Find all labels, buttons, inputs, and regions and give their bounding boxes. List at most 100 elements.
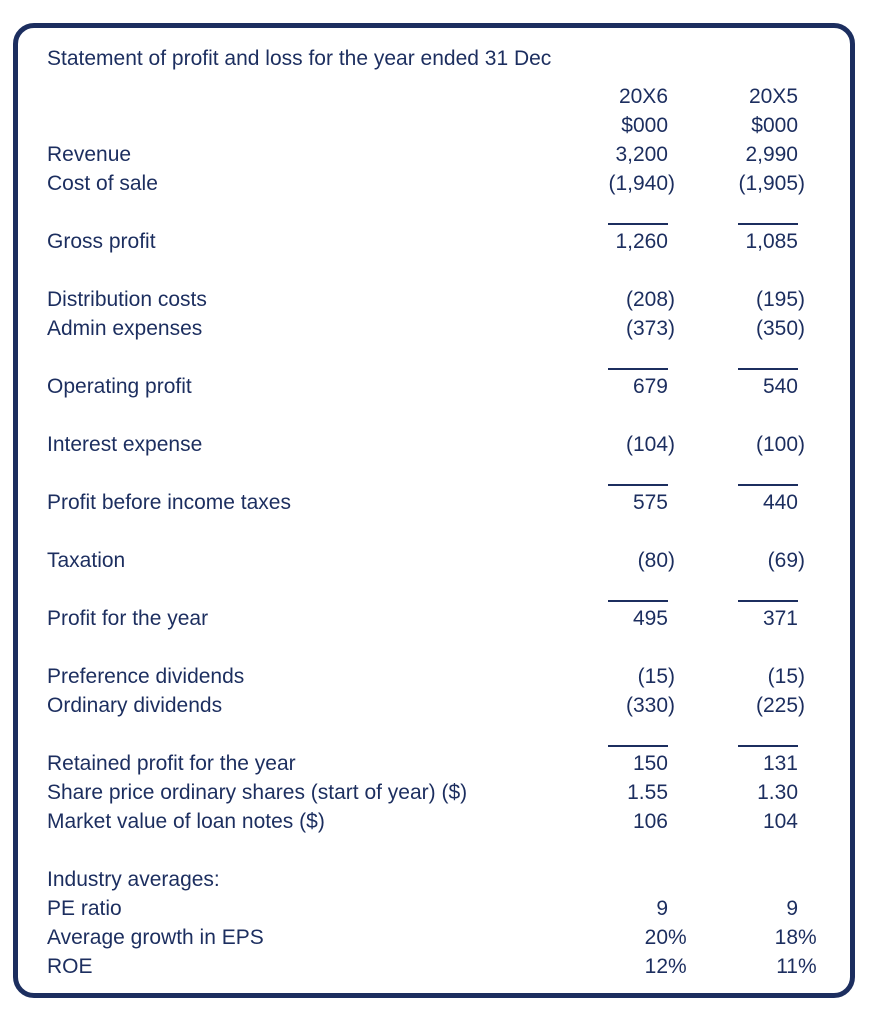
row-label: Ordinary dividends xyxy=(47,694,223,717)
statement-row: Cost of sale (1,940) (1,905) xyxy=(47,169,811,198)
statement-row: Operating profit 679 540 xyxy=(47,372,811,401)
value-suffix: ) xyxy=(798,433,805,456)
value-cell-year1: (208) xyxy=(561,285,681,314)
value-cell-year2: 104 xyxy=(762,810,798,833)
value-suffix: % xyxy=(668,955,687,978)
value-cell-year2: 9 xyxy=(786,897,798,920)
row-label: Average growth in EPS xyxy=(47,926,264,949)
statement-row: Gross profit 1,260 1,085 xyxy=(47,227,811,256)
total-rule-row xyxy=(47,343,811,372)
value-cell-year2: (69) xyxy=(691,546,811,575)
total-rule-row xyxy=(47,198,811,227)
value-cell-year2 xyxy=(691,865,811,894)
value-suffix: ) xyxy=(798,288,805,311)
row-label: PE ratio xyxy=(47,897,122,920)
value-cell-year2: (15) xyxy=(691,662,811,691)
value-cell-year2: 371 xyxy=(762,607,798,630)
statement-table: 20X6 20X5 $000 $000 Revenue 3,200 2,990 Cost of… xyxy=(47,82,817,981)
total-rule-line xyxy=(738,599,798,602)
column-header-year1: 20X6 xyxy=(618,85,668,108)
column-units1: $000 xyxy=(621,114,668,137)
statement-document-frame: Statement of profit and loss for the yea… xyxy=(13,23,855,998)
statement-row: Distribution costs (208) (195) xyxy=(47,285,811,314)
value-cell-year2: (1,905) xyxy=(691,169,811,198)
value-suffix: ) xyxy=(668,288,675,311)
value-cell-year2: 2,990 xyxy=(745,143,798,166)
spacer-row xyxy=(47,256,811,285)
row-label: Distribution costs xyxy=(47,288,207,311)
statement-row: Interest expense (104) (100) xyxy=(47,430,811,459)
value-cell-year2: 11% xyxy=(691,952,817,981)
value-cell-year2: (350) xyxy=(691,314,811,343)
row-label: Gross profit xyxy=(47,230,156,253)
value-cell-year1: 575 xyxy=(632,491,668,514)
total-rule-line xyxy=(608,744,668,747)
total-rule-line xyxy=(738,744,798,747)
total-rule-line xyxy=(738,483,798,486)
value-suffix: ) xyxy=(668,549,675,572)
total-rule-line xyxy=(738,222,798,225)
value-suffix: ) xyxy=(798,549,805,572)
total-rule-row xyxy=(47,459,811,488)
row-label: Operating profit xyxy=(47,375,192,398)
value-cell-year1: (104) xyxy=(561,430,681,459)
statement-row: Profit for the year 495 371 xyxy=(47,604,811,633)
value-suffix: % xyxy=(798,955,817,978)
value-cell-year1: 495 xyxy=(632,607,668,630)
value-cell-year1: (1,940) xyxy=(561,169,681,198)
statement-row: PE ratio 9 9 xyxy=(47,894,811,923)
value-cell-year1: (15) xyxy=(561,662,681,691)
value-cell-year1: (80) xyxy=(561,546,681,575)
row-label: Preference dividends xyxy=(47,665,245,688)
column-units2: $000 xyxy=(751,114,798,137)
column-headers-row: 20X6 20X5 xyxy=(47,82,811,111)
value-cell-year1: 3,200 xyxy=(615,143,668,166)
value-cell-year2: 131 xyxy=(762,752,798,775)
row-label: Industry averages: xyxy=(47,868,220,891)
value-cell-year1: (373) xyxy=(561,314,681,343)
total-rule-line xyxy=(608,367,668,370)
statement-row: Ordinary dividends (330) (225) xyxy=(47,691,811,720)
value-cell-year2: 440 xyxy=(762,491,798,514)
total-rule-line xyxy=(608,222,668,225)
value-suffix: ) xyxy=(668,433,675,456)
value-cell-year2: 540 xyxy=(762,375,798,398)
row-label: Admin expenses xyxy=(47,317,203,340)
statement-row: Share price ordinary shares (start of ye… xyxy=(47,778,811,807)
value-suffix: ) xyxy=(668,665,675,688)
row-label: Interest expense xyxy=(47,433,203,456)
value-suffix: % xyxy=(668,926,687,949)
value-cell-year1: (330) xyxy=(561,691,681,720)
value-cell-year2: (225) xyxy=(691,691,811,720)
value-cell-year2: (100) xyxy=(691,430,811,459)
total-rule-line xyxy=(608,483,668,486)
statement-row: Retained profit for the year 150 131 xyxy=(47,749,811,778)
row-label: Retained profit for the year xyxy=(47,752,296,775)
value-cell-year1: 12% xyxy=(561,952,687,981)
row-label: Share price ordinary shares (start of ye… xyxy=(47,781,468,804)
value-suffix: % xyxy=(798,926,817,949)
value-cell-year1 xyxy=(561,865,681,894)
statement-row: Average growth in EPS 20% 18% xyxy=(47,923,817,952)
row-label: Revenue xyxy=(47,143,132,166)
statement-row: Profit before income taxes 575 440 xyxy=(47,488,811,517)
value-cell-year2: 18% xyxy=(691,923,817,952)
value-suffix: ) xyxy=(798,317,805,340)
value-cell-year1: 679 xyxy=(632,375,668,398)
spacer-row xyxy=(47,633,811,662)
statement-row: Revenue 3,200 2,990 xyxy=(47,140,811,169)
value-suffix: ) xyxy=(668,694,675,717)
statement-row: Preference dividends (15) (15) xyxy=(47,662,811,691)
spacer-row xyxy=(47,836,811,865)
value-cell-year2: 1.30 xyxy=(757,781,798,804)
row-label: Profit for the year xyxy=(47,607,209,630)
value-cell-year1: 106 xyxy=(632,810,668,833)
row-label: ROE xyxy=(47,955,93,978)
value-suffix: ) xyxy=(798,694,805,717)
statement-row: Admin expenses (373) (350) xyxy=(47,314,811,343)
statement-row: Market value of loan notes ($) 106 104 xyxy=(47,807,811,836)
value-cell-year2: (195) xyxy=(691,285,811,314)
row-label: Profit before income taxes xyxy=(47,491,291,514)
total-rule-line xyxy=(738,367,798,370)
statement-row: Taxation (80) (69) xyxy=(47,546,811,575)
